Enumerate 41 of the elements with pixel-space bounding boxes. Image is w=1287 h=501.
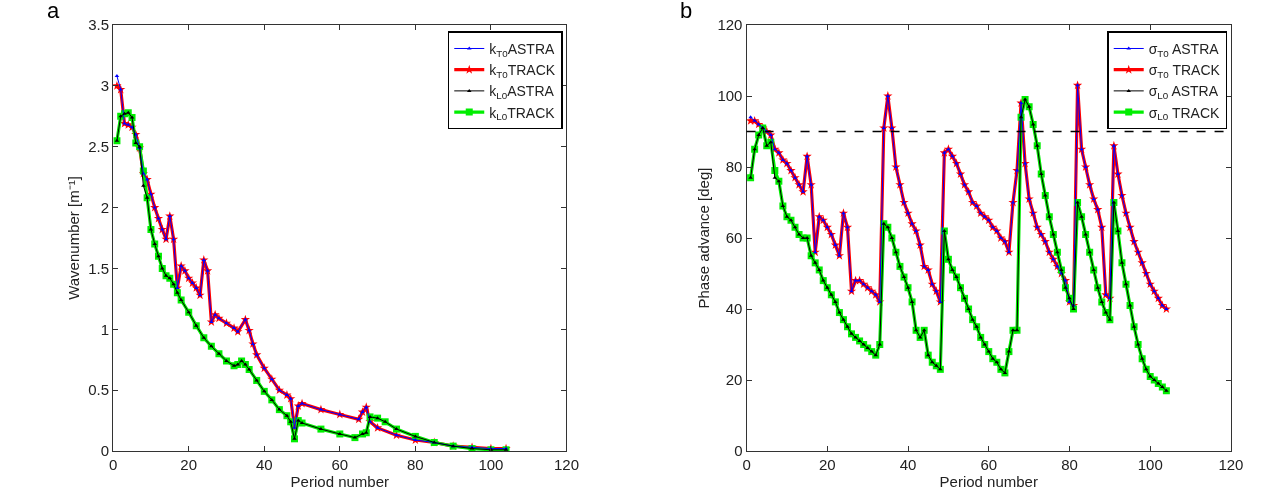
y-tick-label: 0.5 [88,381,110,399]
chart-title: a [47,0,60,23]
x-tick-label: 60 [980,456,998,474]
x-axis-title: Period number [939,473,1038,491]
x-tick-label: 20 [180,456,198,474]
x-tick-label: 40 [255,456,273,474]
legend-label: σ$_{L0}$ ASTRA [1148,83,1219,102]
y-tick-label: 3.5 [88,16,110,34]
y-tick-label: 100 [717,87,743,105]
legend-label: σ$_{T0}$ TRACK [1148,62,1221,81]
x-axis-title: Period number [290,473,390,491]
x-tick-label: 100 [478,456,504,474]
x-tick-label: 60 [331,456,349,474]
legend-label: k$_{L0}$ASTRA [489,83,555,102]
x-tick-label: 80 [407,456,424,474]
y-tick-label: 1 [100,320,110,338]
y-tick-label: 120 [717,16,743,34]
legend-label: k$_{L0}$TRACK [489,104,556,123]
y-tick-label: 0 [100,442,110,460]
legend-label: σ$_{T0}$ ASTRA [1148,40,1220,59]
legend-label: k$_{T0}$TRACK [489,62,556,81]
x-tick-label: 20 [818,456,836,474]
chart-title: b [680,0,693,23]
y-tick-label: 40 [725,300,743,318]
y-tick-label: 1.5 [88,259,110,277]
y-tick-label: 2.5 [88,137,110,155]
y-tick-label: 20 [725,371,743,389]
y-tick-label: 80 [725,158,743,176]
y-tick-label: 3 [100,77,110,95]
x-tick-label: 40 [899,456,917,474]
x-tick-label: 120 [553,456,579,474]
y-tick-label: 60 [725,229,743,247]
y-axis-title: Phase advance [deg] [694,167,712,309]
x-tick-label: 120 [1218,456,1244,474]
x-tick-label: 80 [1061,456,1078,474]
legend-label: k$_{T0}$ASTRA [489,40,556,59]
y-axis-title: Wavenumber [m⁻¹] [65,176,83,300]
y-tick-label: 2 [100,198,110,216]
y-tick-label: 0 [734,442,743,460]
legend-label: σ$_{L0}$ TRACK [1148,104,1221,123]
x-tick-label: 100 [1137,456,1163,474]
